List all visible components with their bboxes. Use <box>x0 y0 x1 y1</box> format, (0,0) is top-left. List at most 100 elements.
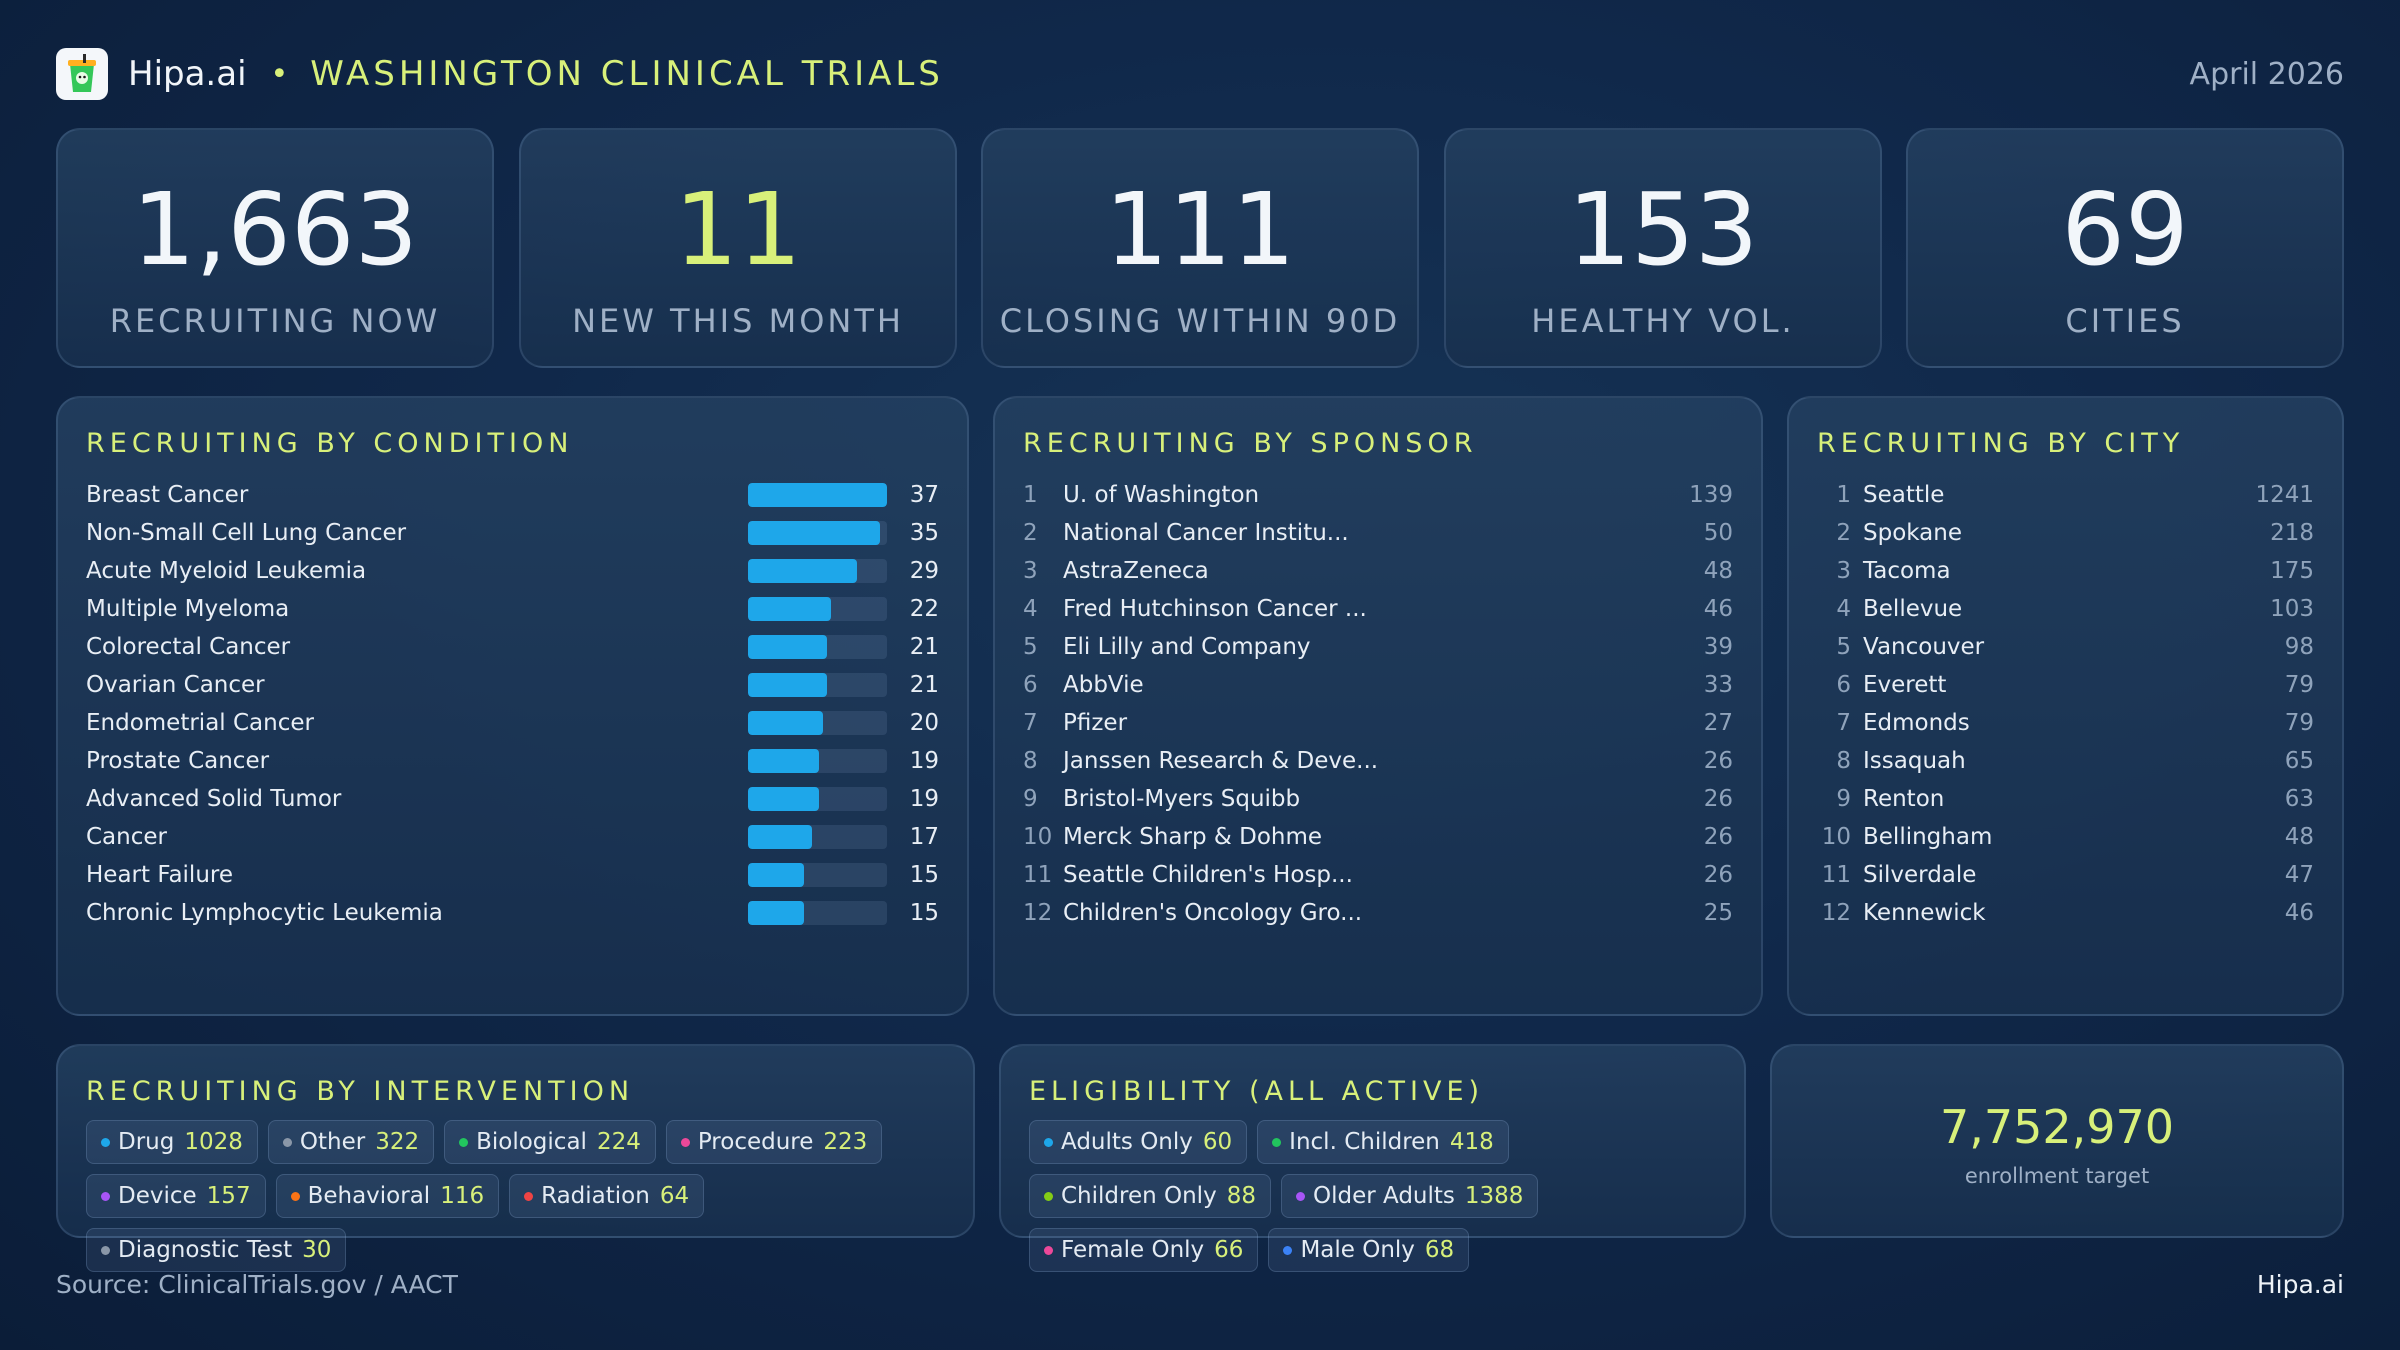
panel-title: RECRUITING BY INTERVENTION <box>86 1076 635 1107</box>
city-row: 4 Bellevue 103 <box>1817 590 2314 628</box>
sponsor-row: 8 Janssen Research & Deve... 26 <box>1023 742 1733 780</box>
condition-row: Non-Small Cell Lung Cancer 35 <box>86 514 939 552</box>
kpi-label: CITIES <box>2065 302 2185 340</box>
city-count: 1241 <box>2255 482 2314 508</box>
color-dot-icon <box>1044 1191 1053 1201</box>
header: Hipa.ai • WASHINGTON CLINICAL TRIALS Apr… <box>56 46 2344 102</box>
condition-row: Acute Myeloid Leukemia 29 <box>86 552 939 590</box>
sponsor-count: 26 <box>1703 862 1733 888</box>
kpi-label: HEALTHY VOL. <box>1531 302 1795 340</box>
city-rank: 3 <box>1836 558 1851 584</box>
city-rank: 9 <box>1836 786 1851 812</box>
intervention-chips: Drug 1028 Other 322 Biological 224 Procedure 22… <box>86 1120 953 1272</box>
chip-count: 64 <box>659 1183 690 1209</box>
sponsor-row: 10 Merck Sharp & Dohme 26 <box>1023 818 1733 856</box>
enrollment-value: 7,752,970 <box>1939 1100 2175 1154</box>
city-name: Bellingham <box>1863 824 1993 850</box>
city-name: Seattle <box>1863 482 1945 508</box>
sponsor-rank: 3 <box>1023 558 1038 584</box>
color-dot-icon <box>1272 1137 1282 1147</box>
sponsor-count: 48 <box>1703 558 1733 584</box>
chip-count: 157 <box>206 1183 251 1209</box>
color-dot-icon <box>1283 1245 1293 1255</box>
city-count: 218 <box>2270 520 2314 546</box>
city-row: 5 Vancouver 98 <box>1817 628 2314 666</box>
sponsor-count: 26 <box>1703 824 1733 850</box>
panel-eligibility: ELIGIBILITY (ALL ACTIVE) Adults Only 60 In… <box>999 1044 1746 1272</box>
condition-row: Prostate Cancer 19 <box>86 742 939 780</box>
condition-bar-track <box>747 711 888 735</box>
color-dot-icon <box>680 1137 690 1147</box>
city-name: Vancouver <box>1863 634 1985 660</box>
condition-bar <box>747 749 820 773</box>
chip-label: Older Adults <box>1312 1183 1455 1209</box>
city-rank: 7 <box>1836 710 1851 736</box>
sponsor-name: Eli Lilly and Company <box>1063 634 1311 660</box>
kpi-value: 11 <box>674 171 802 288</box>
sponsor-row: 2 National Cancer Institu... 50 <box>1023 514 1733 552</box>
eligibility-chip: Male Only 68 <box>1268 1228 1470 1272</box>
panel-title: ELIGIBILITY (ALL ACTIVE) <box>1029 1076 1485 1107</box>
condition-bar <box>747 787 820 811</box>
city-row: 2 Spokane 218 <box>1817 514 2314 552</box>
city-count: 79 <box>2284 710 2314 736</box>
chip-label: Adults Only <box>1061 1129 1193 1155</box>
city-name: Edmonds <box>1863 710 1970 736</box>
condition-bar-track <box>747 901 888 925</box>
sponsor-rank: 5 <box>1023 634 1038 660</box>
condition-bar <box>747 521 880 545</box>
sponsor-name: Children's Oncology Gro... <box>1063 900 1363 926</box>
panel-title: RECRUITING BY CONDITION <box>86 428 574 459</box>
color-dot-icon <box>282 1137 292 1147</box>
sponsor-rank: 2 <box>1023 520 1038 546</box>
city-row: 10 Bellingham 48 <box>1817 818 2314 856</box>
sponsor-count: 27 <box>1703 710 1733 736</box>
sponsor-rank: 11 <box>1023 862 1053 888</box>
sponsor-name: U. of Washington <box>1063 482 1260 508</box>
condition-name: Cancer <box>86 824 167 850</box>
page-title: WASHINGTON CLINICAL TRIALS <box>310 54 944 94</box>
color-dot-icon <box>290 1191 300 1201</box>
condition-bar <box>747 635 827 659</box>
condition-bar-track <box>747 825 888 849</box>
condition-bar-track <box>747 559 888 583</box>
city-name: Bellevue <box>1863 596 1963 622</box>
sponsor-rank: 4 <box>1023 596 1038 622</box>
condition-row: Colorectal Cancer 21 <box>86 628 939 666</box>
kpi-value: 1,663 <box>131 171 419 288</box>
condition-bar-track <box>747 673 888 697</box>
panel-title: RECRUITING BY CITY <box>1817 428 2185 459</box>
city-row: 1 Seattle 1241 <box>1817 476 2314 514</box>
chip-count: 1388 <box>1464 1183 1524 1209</box>
chip-count: 88 <box>1226 1183 1256 1209</box>
city-name: Silverdale <box>1863 862 1977 888</box>
condition-bar-track <box>747 483 888 507</box>
chip-label: Drug <box>118 1129 175 1155</box>
city-row: 6 Everett 79 <box>1817 666 2314 704</box>
sponsor-name: Merck Sharp & Dohme <box>1063 824 1323 850</box>
kpi-value: 153 <box>1567 171 1759 288</box>
city-row: 3 Tacoma 175 <box>1817 552 2314 590</box>
color-dot-icon <box>101 1137 110 1147</box>
color-dot-icon <box>524 1191 534 1201</box>
sponsor-row: 6 AbbVie 33 <box>1023 666 1733 704</box>
eligibility-chip: Female Only 66 <box>1029 1228 1259 1272</box>
sponsor-name: AbbVie <box>1063 672 1144 698</box>
color-dot-icon <box>1295 1191 1305 1201</box>
kpi-label: NEW THIS MONTH <box>572 302 904 340</box>
sponsor-count: 139 <box>1689 482 1733 508</box>
sponsor-count: 26 <box>1703 748 1733 774</box>
brand-name: Hipa.ai <box>128 54 247 94</box>
eligibility-chip: Incl. Children 418 <box>1257 1120 1509 1164</box>
condition-count: 29 <box>909 558 939 584</box>
kpi-cities: 69 CITIES <box>1906 128 2344 368</box>
color-dot-icon <box>1044 1245 1053 1255</box>
enrollment-label: enrollment target <box>1964 1164 2150 1188</box>
panel-by-city: RECRUITING BY CITY 1 Seattle 1241 2 Spokane 2… <box>1787 396 2344 1016</box>
condition-count: 15 <box>909 900 939 926</box>
city-rank: 10 <box>1821 824 1851 850</box>
city-row: 12 Kennewick 46 <box>1817 894 2314 932</box>
chip-count: 68 <box>1424 1237 1455 1263</box>
footer-source: Source: ClinicalTrials.gov / AACT <box>56 1270 458 1299</box>
city-rank: 6 <box>1836 672 1851 698</box>
